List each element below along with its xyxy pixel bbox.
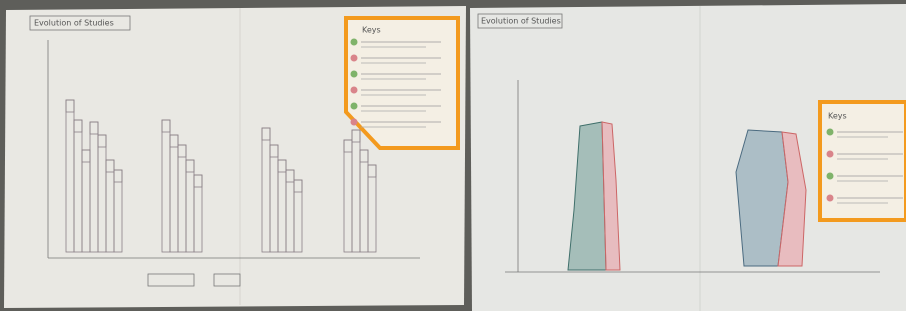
legend-dot (351, 39, 358, 46)
legend-dot (827, 173, 834, 180)
legend-dot (827, 195, 834, 202)
legend-dot (351, 71, 358, 78)
legend-title: Keys (362, 26, 381, 35)
legend-dot (827, 151, 834, 158)
legend-dot (827, 129, 834, 136)
legend-dot (351, 87, 358, 94)
photo: Evolution of Studies Keys Evolution of S… (0, 0, 906, 311)
page: {"sheets": [{"title": "Evolution of Stud… (0, 0, 906, 311)
legend-dot (351, 119, 358, 126)
legend-dot (351, 55, 358, 62)
legend-title: Keys (828, 112, 847, 121)
legend-box (346, 18, 458, 148)
sheet-title: Evolution of Studies (481, 17, 561, 26)
legend-dot (351, 103, 358, 110)
sheet-title: Evolution of Studies (34, 19, 114, 28)
